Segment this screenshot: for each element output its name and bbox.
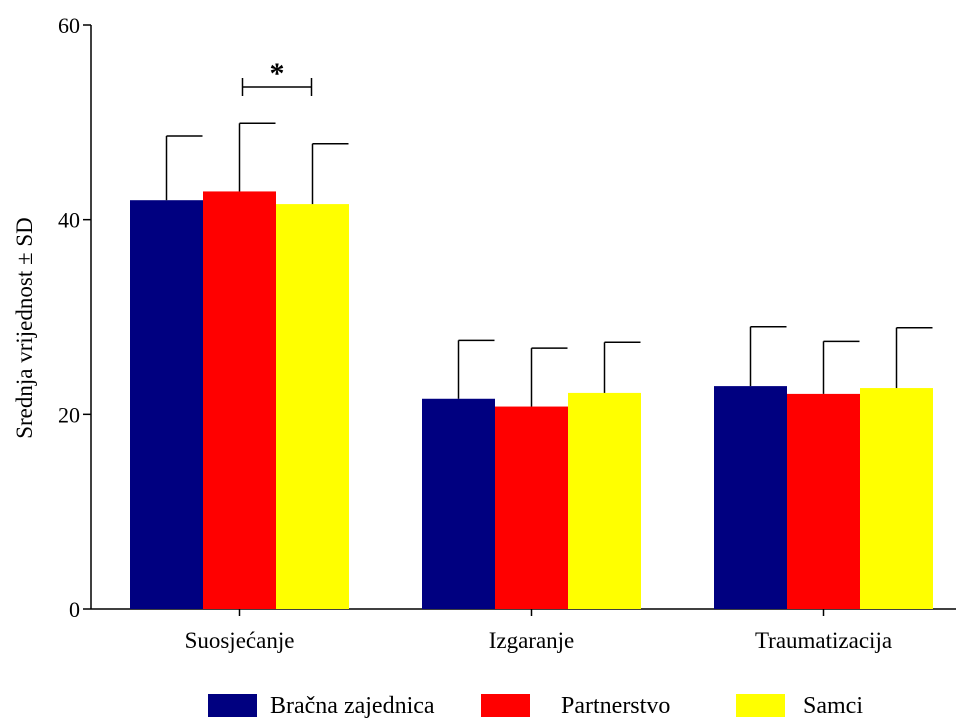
significance-star: * <box>270 57 285 90</box>
y-tick-label: 20 <box>58 402 80 427</box>
y-tick-label: 0 <box>69 597 80 622</box>
bar <box>714 386 787 609</box>
legend-label: Bračna zajednica <box>270 693 435 719</box>
y-tick-label: 60 <box>58 13 80 38</box>
legend-label: Samci <box>803 693 863 719</box>
y-tick-labels: 0 20 40 60 <box>58 13 80 622</box>
y-tick-label: 40 <box>58 208 80 233</box>
error-bars <box>165 122 933 407</box>
legend-swatch <box>736 694 785 717</box>
x-tick-label: Suosjećanje <box>185 628 295 653</box>
legend-swatch <box>481 694 530 717</box>
bar <box>276 204 349 610</box>
significance-annotation: * <box>241 57 313 96</box>
bar <box>422 398 495 609</box>
x-tick-label: Traumatizacija <box>755 628 892 653</box>
bar <box>568 392 641 609</box>
y-axis-label: Srednja vrijednost ± SD <box>12 217 37 439</box>
bar <box>860 388 933 609</box>
bar <box>203 191 276 609</box>
x-tick-labels: Suosjećanje Izgaranje Traumatizacija <box>185 628 892 653</box>
bar <box>787 393 860 609</box>
legend: Bračna zajednica Partnerstvo Samci <box>208 693 863 719</box>
x-tick-label: Izgaranje <box>489 628 575 653</box>
legend-swatch <box>208 694 257 717</box>
bar <box>495 406 568 609</box>
bar <box>130 200 203 609</box>
bars <box>130 191 933 610</box>
legend-label: Partnerstvo <box>561 693 670 719</box>
